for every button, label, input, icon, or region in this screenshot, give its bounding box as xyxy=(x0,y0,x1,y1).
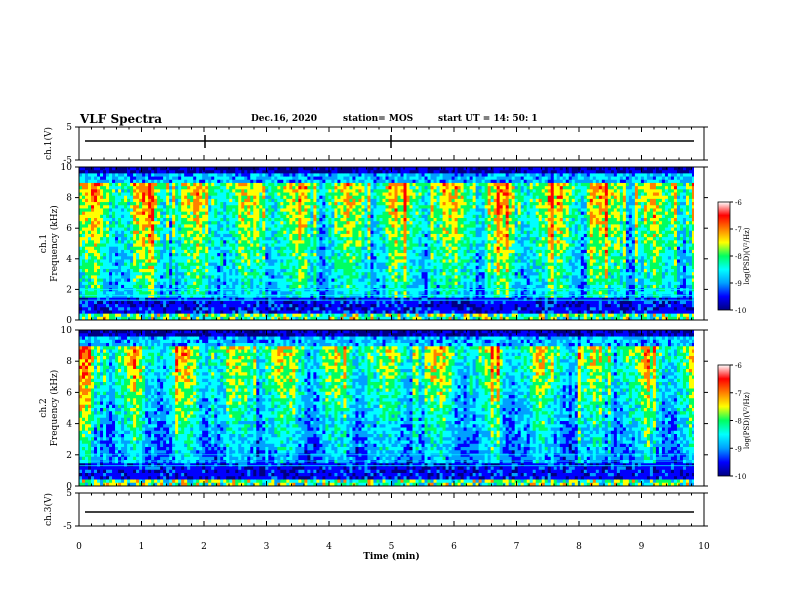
ch2-spec-ytick-label: 4 xyxy=(66,420,72,430)
ch2-colorbar-tick: -7 xyxy=(735,390,742,398)
ch2-spec-ylabel-freq: Frequency (kHz) xyxy=(49,370,60,447)
ch1-spec-ylabel-freq: Frequency (kHz) xyxy=(49,205,60,282)
ch1-colorbar-tick: -10 xyxy=(735,307,746,315)
ch1-colorbar-tick: -6 xyxy=(735,199,742,207)
ch2-spec-ylabel-ch: ch.2 xyxy=(39,398,49,417)
ch1-spec-ylabel-ch: ch.1 xyxy=(39,234,49,253)
x-tick-label: 4 xyxy=(326,542,332,552)
ch2-spec-ytick-label: 8 xyxy=(66,357,72,367)
x-tick-label: 9 xyxy=(639,542,645,552)
vlf-spectra-figure: VLF Spectra Dec.16, 2020 station= MOS st… xyxy=(0,0,792,612)
x-tick-label: 5 xyxy=(389,542,395,552)
ch2-colorbar-label: log(PSD)(V²/Hz) xyxy=(743,392,751,449)
x-tick-label: 6 xyxy=(451,542,457,552)
spectrogram-ch1 xyxy=(79,167,704,320)
ch2-colorbar-tick: -10 xyxy=(735,473,746,481)
ch2-spec-ytick-label: 2 xyxy=(66,451,72,461)
ch2-colorbar xyxy=(718,365,730,476)
x-tick-label: 7 xyxy=(514,542,520,552)
ch2-colorbar-tick: -9 xyxy=(735,445,742,453)
x-axis-label: Time (min) xyxy=(363,551,420,562)
ch2-colorbar-tick: -8 xyxy=(735,418,742,426)
ch1-colorbar-tick: -8 xyxy=(735,253,742,261)
x-tick-label: 10 xyxy=(698,542,710,552)
ch3-wave-ytick-label: 5 xyxy=(66,489,72,499)
ch1-colorbar-tick: -7 xyxy=(735,226,742,234)
x-tick-label: 3 xyxy=(264,542,270,552)
ch1-spec-ytick-label: 10 xyxy=(61,163,73,173)
ch2-spec-ytick-label: 10 xyxy=(61,326,73,336)
plot-area: 5-5024681002468105-5ch.1(V)ch.1 Frequency… xyxy=(0,0,792,612)
x-tick-label: 0 xyxy=(76,542,82,552)
ch3-wave-ylabel: ch.3(V) xyxy=(43,493,54,526)
ch1-spec-ytick-label: 4 xyxy=(66,255,72,265)
ch1-colorbar xyxy=(718,202,730,310)
ch1-spec-ytick-label: 8 xyxy=(66,194,72,204)
ch1-spec-ytick-label: 2 xyxy=(66,285,72,295)
ch1-wave-ylabel: ch.1(V) xyxy=(43,127,54,160)
ch1-spec-ytick-label: 6 xyxy=(66,224,72,234)
ch2-spec-ytick-label: 6 xyxy=(66,388,72,398)
x-tick-label: 1 xyxy=(139,542,145,552)
x-tick-label: 8 xyxy=(576,542,582,552)
x-tick-label: 2 xyxy=(201,542,207,552)
spectrogram-ch2 xyxy=(79,330,704,486)
ch1-colorbar-label: log(PSD)(V²/Hz) xyxy=(743,227,751,284)
ch3-wave-ytick-label: -5 xyxy=(63,522,72,532)
ch1-spec-ytick-label: 0 xyxy=(66,316,72,326)
ch1-wave-ytick-label: 5 xyxy=(66,123,72,133)
ch2-colorbar-tick: -6 xyxy=(735,362,742,370)
ch1-colorbar-tick: -9 xyxy=(735,280,742,288)
